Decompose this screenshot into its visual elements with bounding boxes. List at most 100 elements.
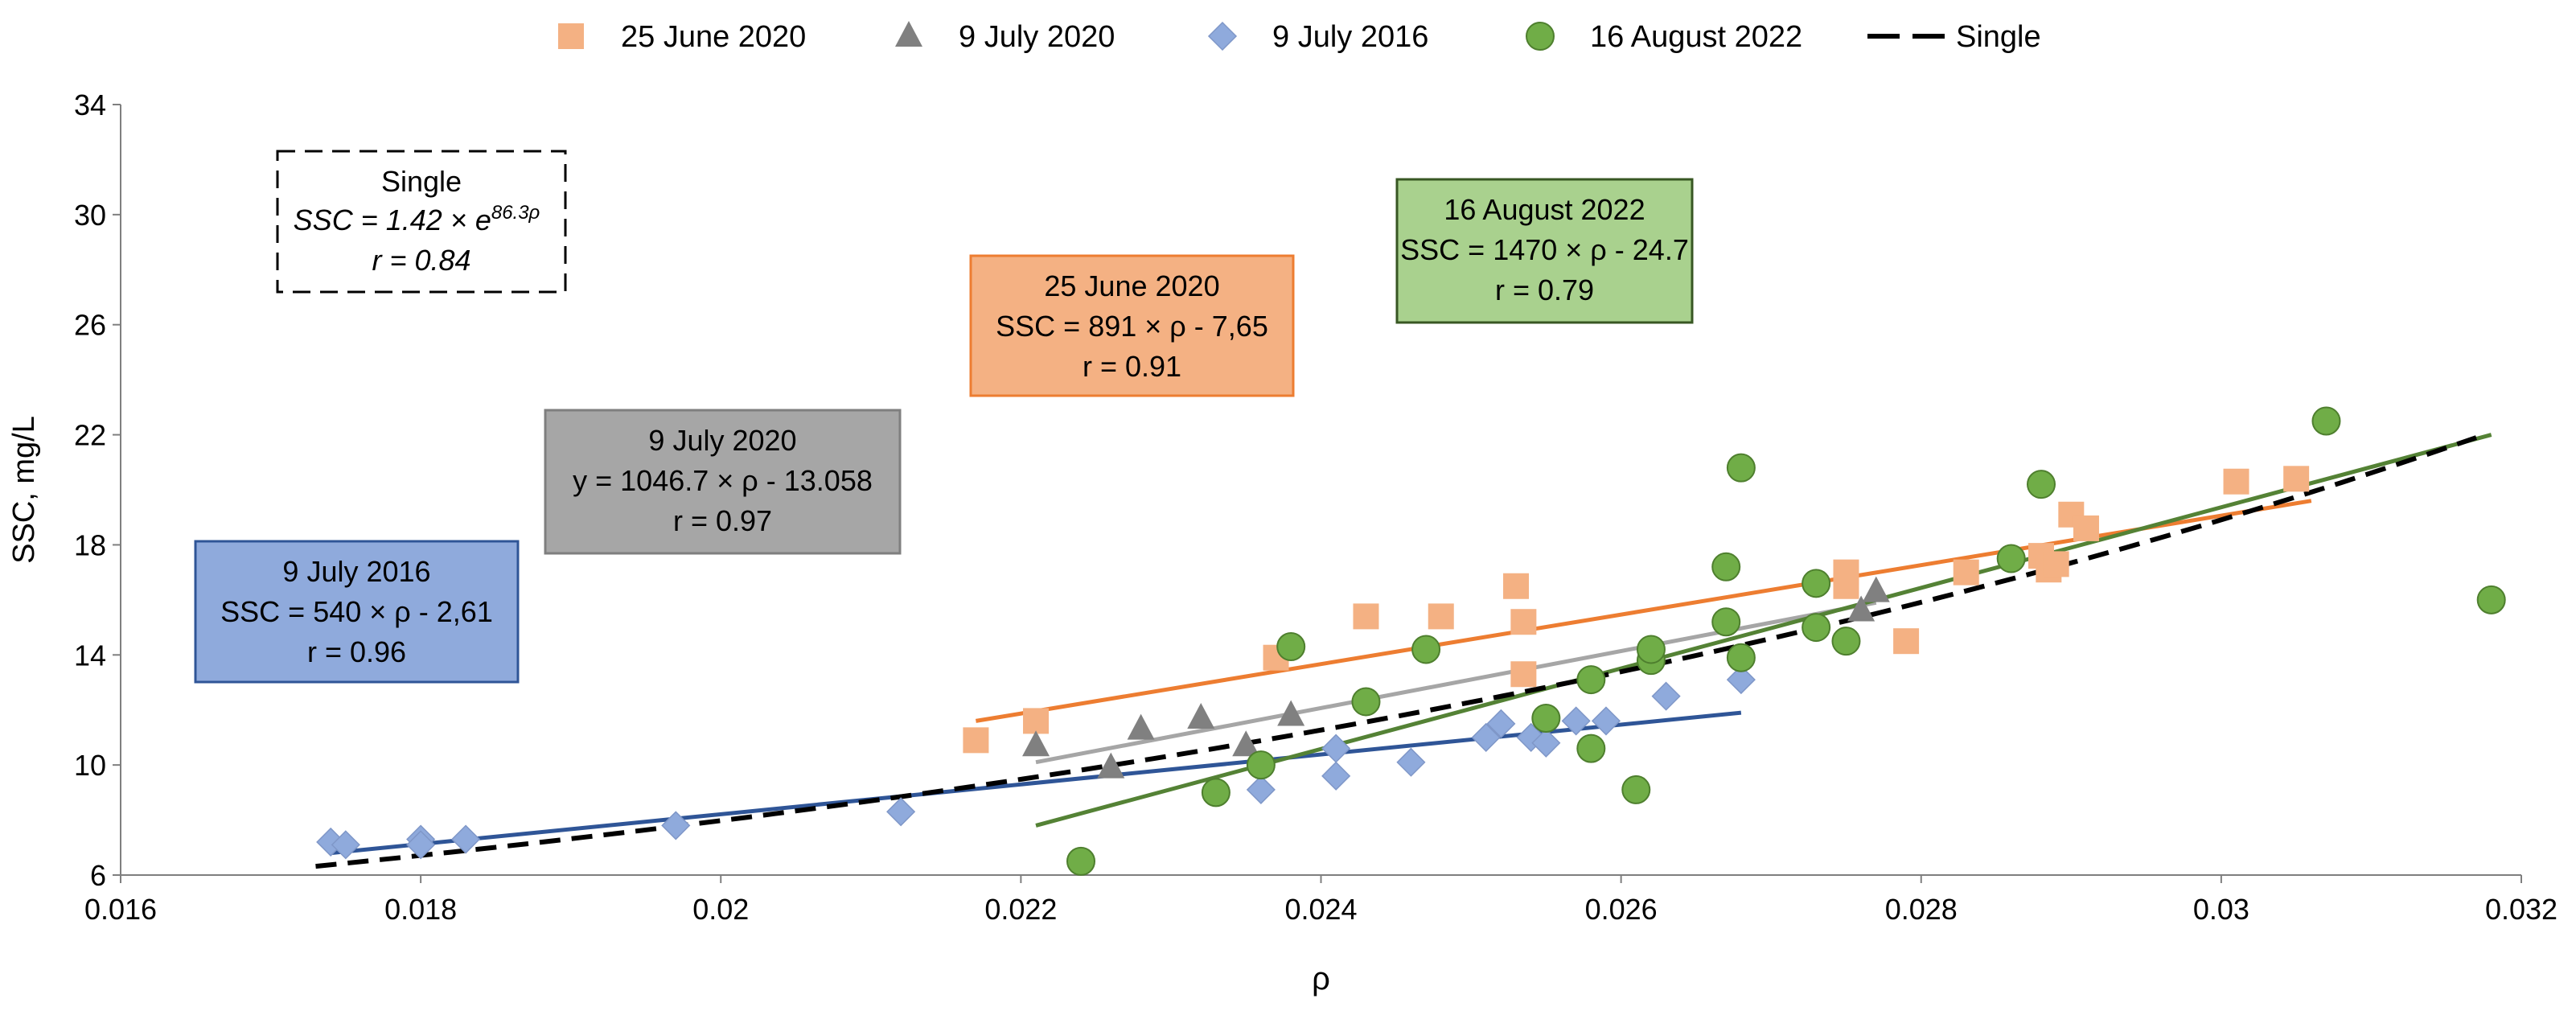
june2020-point <box>1510 609 1537 635</box>
x-tick-label: 0.024 <box>1284 893 1357 926</box>
july2020-point <box>1127 713 1155 740</box>
july2016-point <box>451 824 481 854</box>
aug2022-point <box>2476 585 2506 614</box>
july2016-point <box>1396 747 1426 777</box>
aug2022-point <box>1726 643 1756 672</box>
june2020-point <box>1353 603 1379 630</box>
legend-marker-aug2022 <box>1526 22 1555 51</box>
july2020-annotation-r: r = 0.97 <box>673 504 772 537</box>
july2020-annotation-title: 9 July 2020 <box>648 424 796 457</box>
june2020-point <box>2043 551 2069 577</box>
july2016-point <box>886 797 916 827</box>
july2020-point <box>1277 700 1305 726</box>
single-annotation-title: Single <box>381 165 462 198</box>
june2020-annotation-r: r = 0.91 <box>1083 350 1181 383</box>
aug2022-point <box>1246 750 1276 780</box>
july2020-annotation-box <box>544 409 902 555</box>
y-tick-label: 34 <box>74 88 106 121</box>
aug2022-point <box>2311 406 2341 436</box>
july2016-point <box>1321 734 1351 763</box>
y-tick-label: 10 <box>74 749 106 782</box>
june2020-fit-line <box>975 499 2312 723</box>
july2016-point <box>1591 706 1621 736</box>
june2020-point <box>2223 468 2249 495</box>
aug2022-point <box>1636 635 1666 664</box>
x-tick-label: 0.02 <box>692 893 749 926</box>
x-tick-label: 0.03 <box>2193 893 2249 926</box>
june2020-point <box>1833 573 1859 599</box>
aug2022-point <box>1576 665 1606 695</box>
june2020-point <box>1428 603 1454 630</box>
july2016-point <box>1531 728 1561 758</box>
y-tick-label: 26 <box>74 309 106 342</box>
aug2022-point <box>1276 632 1306 662</box>
legend-marker-june2020 <box>558 23 584 49</box>
aug2022-point <box>2027 470 2056 499</box>
legend-label-july2020: 9 July 2020 <box>959 20 1115 54</box>
aug2022-point <box>1711 607 1741 637</box>
july2020-point <box>1187 702 1215 729</box>
june2020-annotation-box <box>969 254 1295 397</box>
x-tick-label: 0.026 <box>1585 893 1658 926</box>
june2020-point <box>1510 661 1537 688</box>
y-tick-label: 22 <box>74 419 106 452</box>
single-annotation-r: r = 0.84 <box>372 244 470 277</box>
july2016-point <box>1651 681 1681 711</box>
annotation-boxes: Single SSC = 1.42 × e86.3ρ r = 0.84 16 Augu… <box>194 150 1694 684</box>
x-tick-label: 0.018 <box>384 893 457 926</box>
aug2022-annotation-r: r = 0.79 <box>1495 273 1594 306</box>
july2016-point <box>406 830 436 860</box>
legend-label-single: Single <box>1956 20 2041 54</box>
june2020-point <box>1953 559 1979 586</box>
aug2022-point <box>1711 552 1741 581</box>
july2016-point <box>1726 665 1756 695</box>
july2016-point <box>1321 761 1351 791</box>
june2020-annotation-title: 25 June 2020 <box>1044 269 1219 302</box>
june2020-point <box>963 727 989 754</box>
single-annotation-box <box>276 150 567 294</box>
aug2022-point <box>1066 846 1095 876</box>
aug2022-point <box>1576 734 1606 763</box>
july2016-point <box>661 811 691 840</box>
aug2022-point <box>1831 627 1861 656</box>
july2020-point <box>1232 730 1260 757</box>
x-tick-label: 0.016 <box>84 893 157 926</box>
july2020-point <box>1097 752 1125 779</box>
aug2022-point <box>1201 778 1230 807</box>
aug2022-point <box>1726 453 1756 483</box>
axes: 6 10 14 18 22 26 30 34 0.016 0.018 0.02 0.022 0.024 0… <box>7 88 2558 997</box>
x-tick-label: 0.022 <box>984 893 1057 926</box>
aug2022-point <box>1621 775 1651 804</box>
july2020-annotation-equation: y = 1046.7 × ρ - 13.058 <box>573 464 873 497</box>
aug2022-annotation-title: 16 August 2022 <box>1444 193 1645 226</box>
june2020-point <box>2283 466 2310 492</box>
y-tick-label: 6 <box>90 859 106 892</box>
aug2022-fit-line <box>1035 433 2492 828</box>
x-tick-label: 0.032 <box>2485 893 2558 926</box>
june2020-point <box>1503 573 1530 599</box>
july2020-point <box>1847 595 1876 622</box>
y-tick-label: 14 <box>74 639 106 672</box>
july2016-fit-line <box>330 710 1742 856</box>
x-axis-label: ρ <box>1312 961 1330 997</box>
y-axis-label: SSC, mg/L <box>7 416 41 564</box>
july2020-point <box>1022 730 1050 757</box>
july2016-annotation-r: r = 0.96 <box>307 635 406 668</box>
aug2022-point <box>1802 569 1831 598</box>
data-points <box>316 406 2506 876</box>
legend-label-june2020: 25 June 2020 <box>621 20 806 54</box>
june2020-point <box>1893 628 1920 655</box>
single-annotation-equation: SSC = 1.42 × e86.3ρ <box>294 202 540 236</box>
legend-label-july2016: 9 July 2016 <box>1272 20 1428 54</box>
june2020-point <box>1023 708 1050 734</box>
y-tick-label: 30 <box>74 199 106 232</box>
aug2022-annotation-box <box>1395 178 1694 324</box>
legend-marker-july2016 <box>1207 21 1238 51</box>
legend: 25 June 2020 9 July 2020 9 July 2016 16 Aug… <box>558 20 2041 54</box>
july2016-point <box>1561 706 1591 736</box>
june2020-point <box>2073 515 2099 541</box>
july2016-point <box>331 830 360 860</box>
aug2022-point <box>1531 703 1561 733</box>
